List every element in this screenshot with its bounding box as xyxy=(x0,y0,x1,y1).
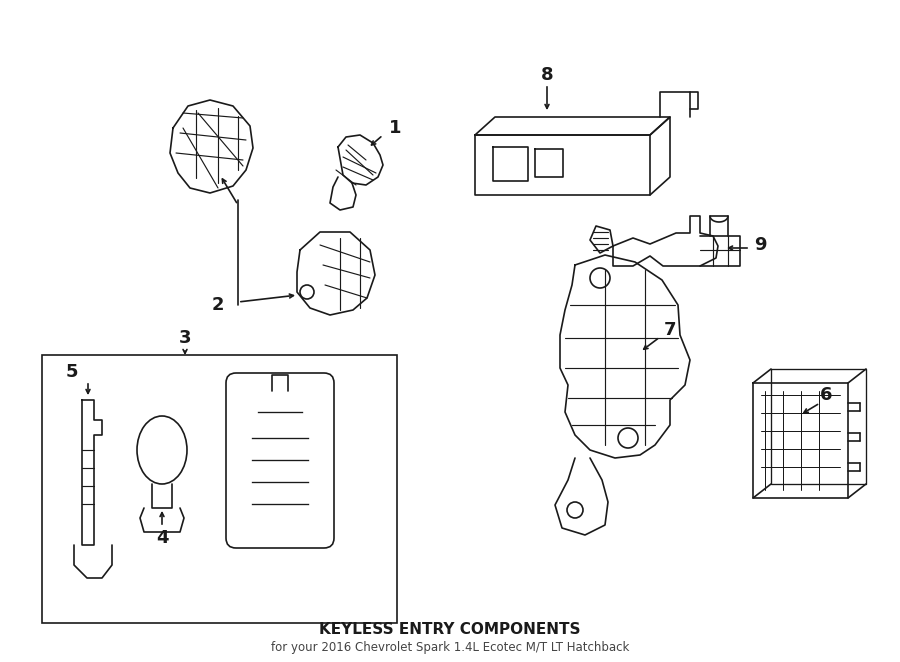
Text: 9: 9 xyxy=(754,236,766,254)
Text: 1: 1 xyxy=(389,119,401,137)
Text: 4: 4 xyxy=(156,529,168,547)
Text: 5: 5 xyxy=(66,363,78,381)
Text: 7: 7 xyxy=(664,321,676,339)
Text: 6: 6 xyxy=(820,386,832,404)
Text: for your 2016 Chevrolet Spark 1.4L Ecotec M/T LT Hatchback: for your 2016 Chevrolet Spark 1.4L Ecote… xyxy=(271,641,629,655)
Bar xyxy=(42,355,397,623)
Text: KEYLESS ENTRY COMPONENTS: KEYLESS ENTRY COMPONENTS xyxy=(320,622,580,638)
Text: 3: 3 xyxy=(179,329,191,347)
Text: 2: 2 xyxy=(212,296,224,314)
Text: 8: 8 xyxy=(541,66,554,84)
